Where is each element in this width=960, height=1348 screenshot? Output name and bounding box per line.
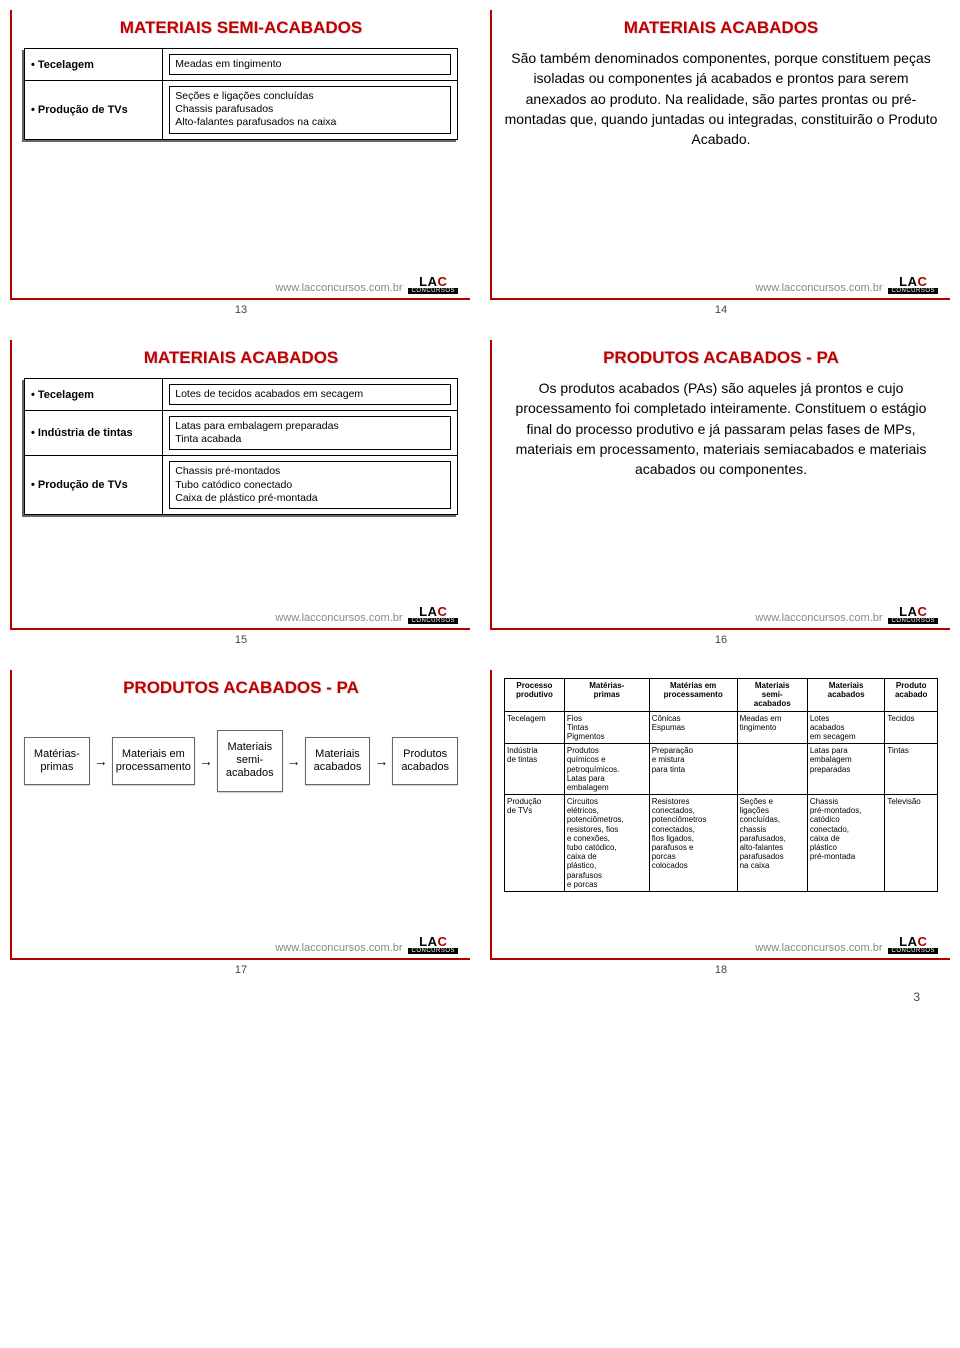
footer-url: www.lacconcursos.com.br [755,942,882,954]
lac-logo: LACCONCURSOS [408,275,458,294]
col-header: Materiais semi- acabados [737,679,807,712]
slide-body: Matérias- primas → Materiais em processa… [24,708,458,929]
row-label: • Tecelagem [25,379,163,410]
flow-step: Materiais em processamento [112,737,195,785]
footer-url: www.lacconcursos.com.br [275,612,402,624]
slide-15: MATERIAIS ACABADOS • Tecelagem Lotes de … [10,340,470,630]
table-row: • Tecelagem Lotes de tecidos acabados em… [25,379,457,411]
arrow-icon: → [199,753,213,769]
row-label: • Indústria de tintas [25,411,163,455]
arrow-icon: → [374,753,388,769]
cell: Seções e ligações concluídas, chassis pa… [737,795,807,892]
slide-14: MATERIAIS ACABADOS São também denominado… [490,10,950,300]
row-label: • Tecelagem [25,49,163,80]
cell: Chassis pré-montados, catódico conectado… [807,795,885,892]
row-box: Lotes de tecidos acabados em secagem [169,384,451,405]
cell: Produtos químicos e petroquímicos. Latas… [564,744,649,795]
col-header: Processo produtivo [505,679,565,712]
slide-footer: www.lacconcursos.com.br LACCONCURSOS [24,935,458,954]
col-header: Materiais acabados [807,679,885,712]
slide-body: São também denominados componentes, porq… [504,48,938,269]
cell: Latas para embalagem preparadas [807,744,885,795]
cell: Tintas [885,744,938,795]
footer-url: www.lacconcursos.com.br [275,282,402,294]
flow-step: Materiais acabados [305,737,371,785]
cell: Televisão [885,795,938,892]
flow-step: Produtos acabados [392,737,458,785]
row-box: Meadas em tingimento [169,54,451,75]
slide-17: PRODUTOS ACABADOS - PA Matérias- primas … [10,670,470,960]
slide-16: PRODUTOS ACABADOS - PA Os produtos acaba… [490,340,950,630]
cell: Meadas em tingimento [737,711,807,744]
flow-diagram: Matérias- primas → Materiais em processa… [24,730,458,792]
cell: Preparação e mistura para tinta [649,744,737,795]
slide-number: 18 [715,964,727,976]
lac-logo: LACCONCURSOS [888,275,938,294]
mini-table: • Tecelagem Lotes de tecidos acabados em… [24,378,458,515]
arrow-icon: → [287,753,301,769]
table-row: • Produção de TVs Seções e ligações conc… [25,81,457,139]
cell: Tecidos [885,711,938,744]
slide-footer: www.lacconcursos.com.br LACCONCURSOS [24,605,458,624]
flow-step: Matérias- primas [24,737,90,785]
table-header-row: Processo produtivo Matérias- primas Maté… [505,679,938,712]
cell [737,744,807,795]
footer-url: www.lacconcursos.com.br [755,612,882,624]
flow-step: Materiais semi-acabados [217,730,283,792]
slide-footer: www.lacconcursos.com.br LACCONCURSOS [504,275,938,294]
table-row: Tecelagem Fios Tintas Pigmentos Cônicas … [505,711,938,744]
slide-title: MATERIAIS ACABADOS [504,18,938,38]
slide-number: 15 [235,634,247,646]
cell: Lotes acabados em secagem [807,711,885,744]
cell: Fios Tintas Pigmentos [564,711,649,744]
table-row: • Produção de TVs Chassis pré-montados T… [25,456,457,514]
slide-number: 14 [715,304,727,316]
slide-body: Processo produtivo Matérias- primas Maté… [504,678,938,929]
slide-title: PRODUTOS ACABADOS - PA [24,678,458,698]
row-box: Latas para embalagem preparadas Tinta ac… [169,416,451,450]
slide-title: PRODUTOS ACABADOS - PA [504,348,938,368]
slide-footer: www.lacconcursos.com.br LACCONCURSOS [504,935,938,954]
cell: Tecelagem [505,711,565,744]
slide-body: • Tecelagem Lotes de tecidos acabados em… [24,378,458,599]
lac-logo: LACCONCURSOS [888,605,938,624]
slide-number: 17 [235,964,247,976]
slide-13: MATERIAIS SEMI-ACABADOS • Tecelagem Mead… [10,10,470,300]
row-box: Chassis pré-montados Tubo catódico conec… [169,461,451,508]
row-label: • Produção de TVs [25,81,163,138]
cell: Resistores conectados, potenciômetros co… [649,795,737,892]
slide-title: MATERIAIS ACABADOS [24,348,458,368]
table-row: • Indústria de tintas Latas para embalag… [25,411,457,456]
slide-footer: www.lacconcursos.com.br LACCONCURSOS [504,605,938,624]
slide-body: Os produtos acabados (PAs) são aqueles j… [504,378,938,599]
mini-table: • Tecelagem Meadas em tingimento • Produ… [24,48,458,140]
cell: Produção de TVs [505,795,565,892]
table-row: Indústria de tintas Produtos químicos e … [505,744,938,795]
row-box: Seções e ligações concluídas Chassis par… [169,86,451,133]
cell: Indústria de tintas [505,744,565,795]
col-header: Produto acabado [885,679,938,712]
col-header: Matérias- primas [564,679,649,712]
table-row: • Tecelagem Meadas em tingimento [25,49,457,81]
slide-title: MATERIAIS SEMI-ACABADOS [24,18,458,38]
cell: Circuitos elétricos, potenciômetros, res… [564,795,649,892]
slide-number: 16 [715,634,727,646]
slide-footer: www.lacconcursos.com.br LACCONCURSOS [24,275,458,294]
footer-url: www.lacconcursos.com.br [755,282,882,294]
slide-18: Processo produtivo Matérias- primas Maté… [490,670,950,960]
lac-logo: LACCONCURSOS [888,935,938,954]
col-header: Matérias em processamento [649,679,737,712]
footer-url: www.lacconcursos.com.br [275,942,402,954]
cell: Cônicas Espumas [649,711,737,744]
lac-logo: LACCONCURSOS [408,605,458,624]
slide-grid: MATERIAIS SEMI-ACABADOS • Tecelagem Mead… [10,10,950,960]
summary-table: Processo produtivo Matérias- primas Maté… [504,678,938,892]
slide-number: 13 [235,304,247,316]
table-row: Produção de TVs Circuitos elétricos, pot… [505,795,938,892]
row-label: • Produção de TVs [25,456,163,513]
page-number: 3 [10,990,950,1004]
lac-logo: LACCONCURSOS [408,935,458,954]
arrow-icon: → [94,753,108,769]
slide-body: • Tecelagem Meadas em tingimento • Produ… [24,48,458,269]
